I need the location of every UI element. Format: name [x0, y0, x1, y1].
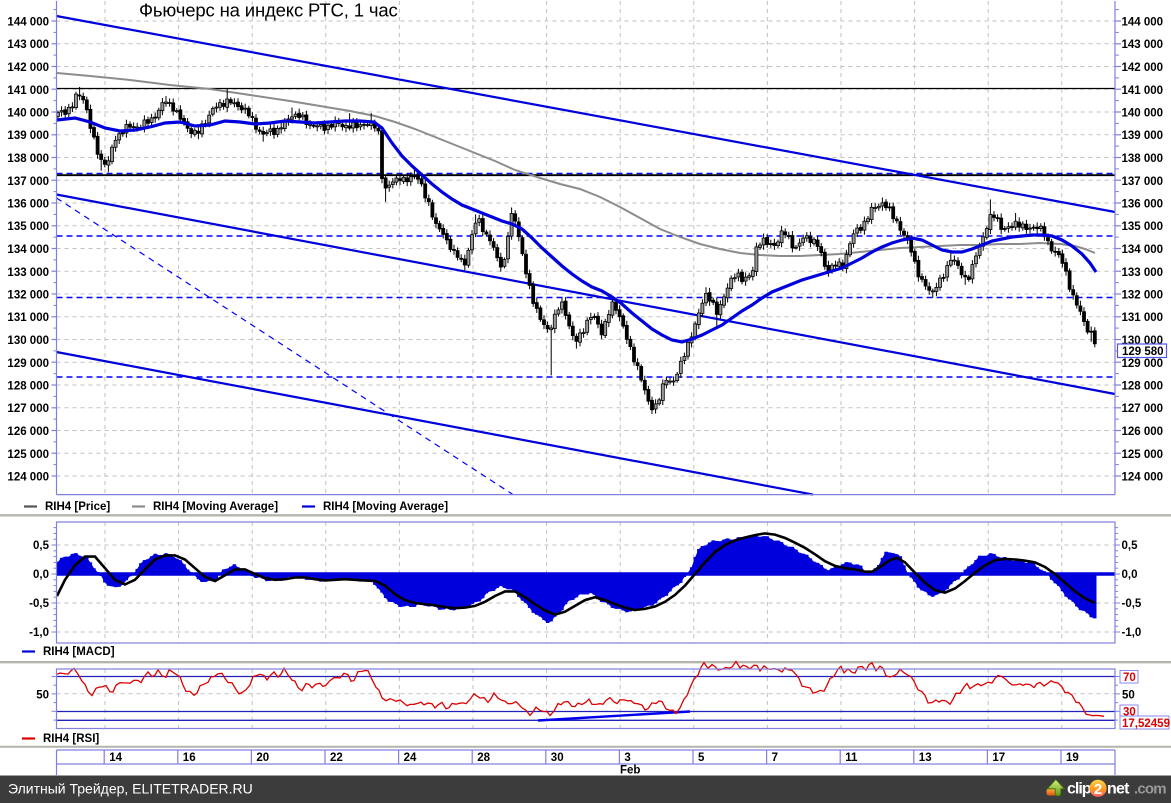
svg-text:125 000: 125 000	[1122, 449, 1164, 461]
svg-text:19: 19	[1066, 752, 1079, 764]
svg-text:141 000: 141 000	[7, 85, 49, 97]
svg-text:5: 5	[698, 752, 705, 764]
svg-text:142 000: 142 000	[1122, 62, 1164, 74]
svg-text:24: 24	[404, 752, 417, 764]
svg-text:Фьючерс на индекс РТС, 1 час: Фьючерс на индекс РТС, 1 час	[139, 0, 398, 21]
svg-text:124 000: 124 000	[7, 472, 49, 484]
svg-text:134 000: 134 000	[7, 244, 49, 256]
svg-text:22: 22	[330, 752, 343, 764]
svg-text:139 000: 139 000	[7, 130, 49, 142]
svg-text:138 000: 138 000	[1122, 153, 1164, 165]
svg-text:clip: clip	[1067, 781, 1092, 798]
svg-text:136 000: 136 000	[7, 199, 49, 211]
svg-text:144 000: 144 000	[7, 17, 49, 29]
svg-text:140 000: 140 000	[7, 108, 49, 120]
svg-text:129 000: 129 000	[7, 358, 49, 370]
svg-text:16: 16	[183, 752, 196, 764]
svg-text:Элитный Трейдер, ELITETRADER.R: Элитный Трейдер, ELITETRADER.RU	[8, 781, 253, 797]
svg-text:20: 20	[256, 752, 269, 764]
svg-text:126 000: 126 000	[1122, 426, 1164, 438]
svg-text:0,5: 0,5	[1122, 540, 1139, 552]
svg-text:70: 70	[1123, 672, 1136, 684]
svg-text:128 000: 128 000	[7, 381, 49, 393]
svg-text:128 000: 128 000	[1122, 381, 1164, 393]
svg-text:3: 3	[624, 752, 630, 764]
svg-text:129 580: 129 580	[1122, 346, 1164, 358]
svg-text:RIH4 [Moving Average]: RIH4 [Moving Average]	[153, 501, 278, 513]
svg-text:136 000: 136 000	[1122, 199, 1164, 211]
svg-text:137 000: 137 000	[7, 176, 49, 188]
svg-text:139 000: 139 000	[1122, 130, 1164, 142]
svg-text:127 000: 127 000	[1122, 403, 1164, 415]
svg-text:132 000: 132 000	[1122, 290, 1164, 302]
svg-text:141 000: 141 000	[1122, 85, 1164, 97]
svg-text:11: 11	[845, 752, 858, 764]
svg-text:RIH4 [MACD]: RIH4 [MACD]	[43, 646, 115, 658]
svg-text:28: 28	[477, 752, 490, 764]
svg-text:-1,0: -1,0	[29, 627, 49, 639]
svg-text:129 000: 129 000	[1122, 358, 1164, 370]
svg-text:30: 30	[1123, 706, 1136, 718]
svg-text:126 000: 126 000	[7, 426, 49, 438]
svg-text:131 000: 131 000	[7, 312, 49, 324]
svg-text:17: 17	[992, 752, 1005, 764]
svg-text:7: 7	[772, 752, 778, 764]
svg-text:-0,5: -0,5	[29, 598, 49, 610]
svg-text:-0,5: -0,5	[1122, 598, 1142, 610]
svg-text:0,0: 0,0	[33, 569, 49, 581]
svg-text:137 000: 137 000	[1122, 176, 1164, 188]
svg-text:0,5: 0,5	[33, 540, 50, 552]
svg-text:133 000: 133 000	[7, 267, 49, 279]
svg-text:143 000: 143 000	[1122, 39, 1164, 51]
svg-text:2: 2	[1094, 781, 1102, 798]
svg-text:135 000: 135 000	[7, 221, 49, 233]
svg-text:.com: .com	[1134, 781, 1166, 798]
svg-text:134 000: 134 000	[1122, 244, 1164, 256]
svg-text:131 000: 131 000	[1122, 312, 1164, 324]
svg-text:RIH4 [Price]: RIH4 [Price]	[45, 501, 110, 513]
svg-text:50: 50	[36, 690, 49, 702]
svg-text:140 000: 140 000	[1122, 108, 1164, 120]
svg-text:144 000: 144 000	[1122, 17, 1164, 29]
svg-text:142 000: 142 000	[7, 62, 49, 74]
svg-text:135 000: 135 000	[1122, 221, 1164, 233]
svg-text:132 000: 132 000	[7, 290, 49, 302]
svg-text:50: 50	[1122, 690, 1135, 702]
svg-text:127 000: 127 000	[7, 403, 49, 415]
svg-text:RIH4 [RSI]: RIH4 [RSI]	[43, 733, 99, 745]
svg-text:17,52459: 17,52459	[1122, 718, 1170, 730]
svg-text:Feb: Feb	[620, 765, 640, 777]
svg-text:14: 14	[109, 752, 122, 764]
svg-text:0,0: 0,0	[1122, 569, 1138, 581]
svg-text:130 000: 130 000	[7, 335, 49, 347]
svg-text:30: 30	[551, 752, 564, 764]
svg-text:net: net	[1107, 781, 1130, 798]
svg-text:13: 13	[919, 752, 932, 764]
svg-text:133 000: 133 000	[1122, 267, 1164, 279]
svg-text:125 000: 125 000	[7, 449, 49, 461]
svg-text:124 000: 124 000	[1122, 472, 1164, 484]
svg-text:RIH4 [Moving Average]: RIH4 [Moving Average]	[323, 501, 448, 513]
svg-text:143 000: 143 000	[7, 39, 49, 51]
svg-text:138 000: 138 000	[7, 153, 49, 165]
svg-text:-1,0: -1,0	[1122, 627, 1142, 639]
